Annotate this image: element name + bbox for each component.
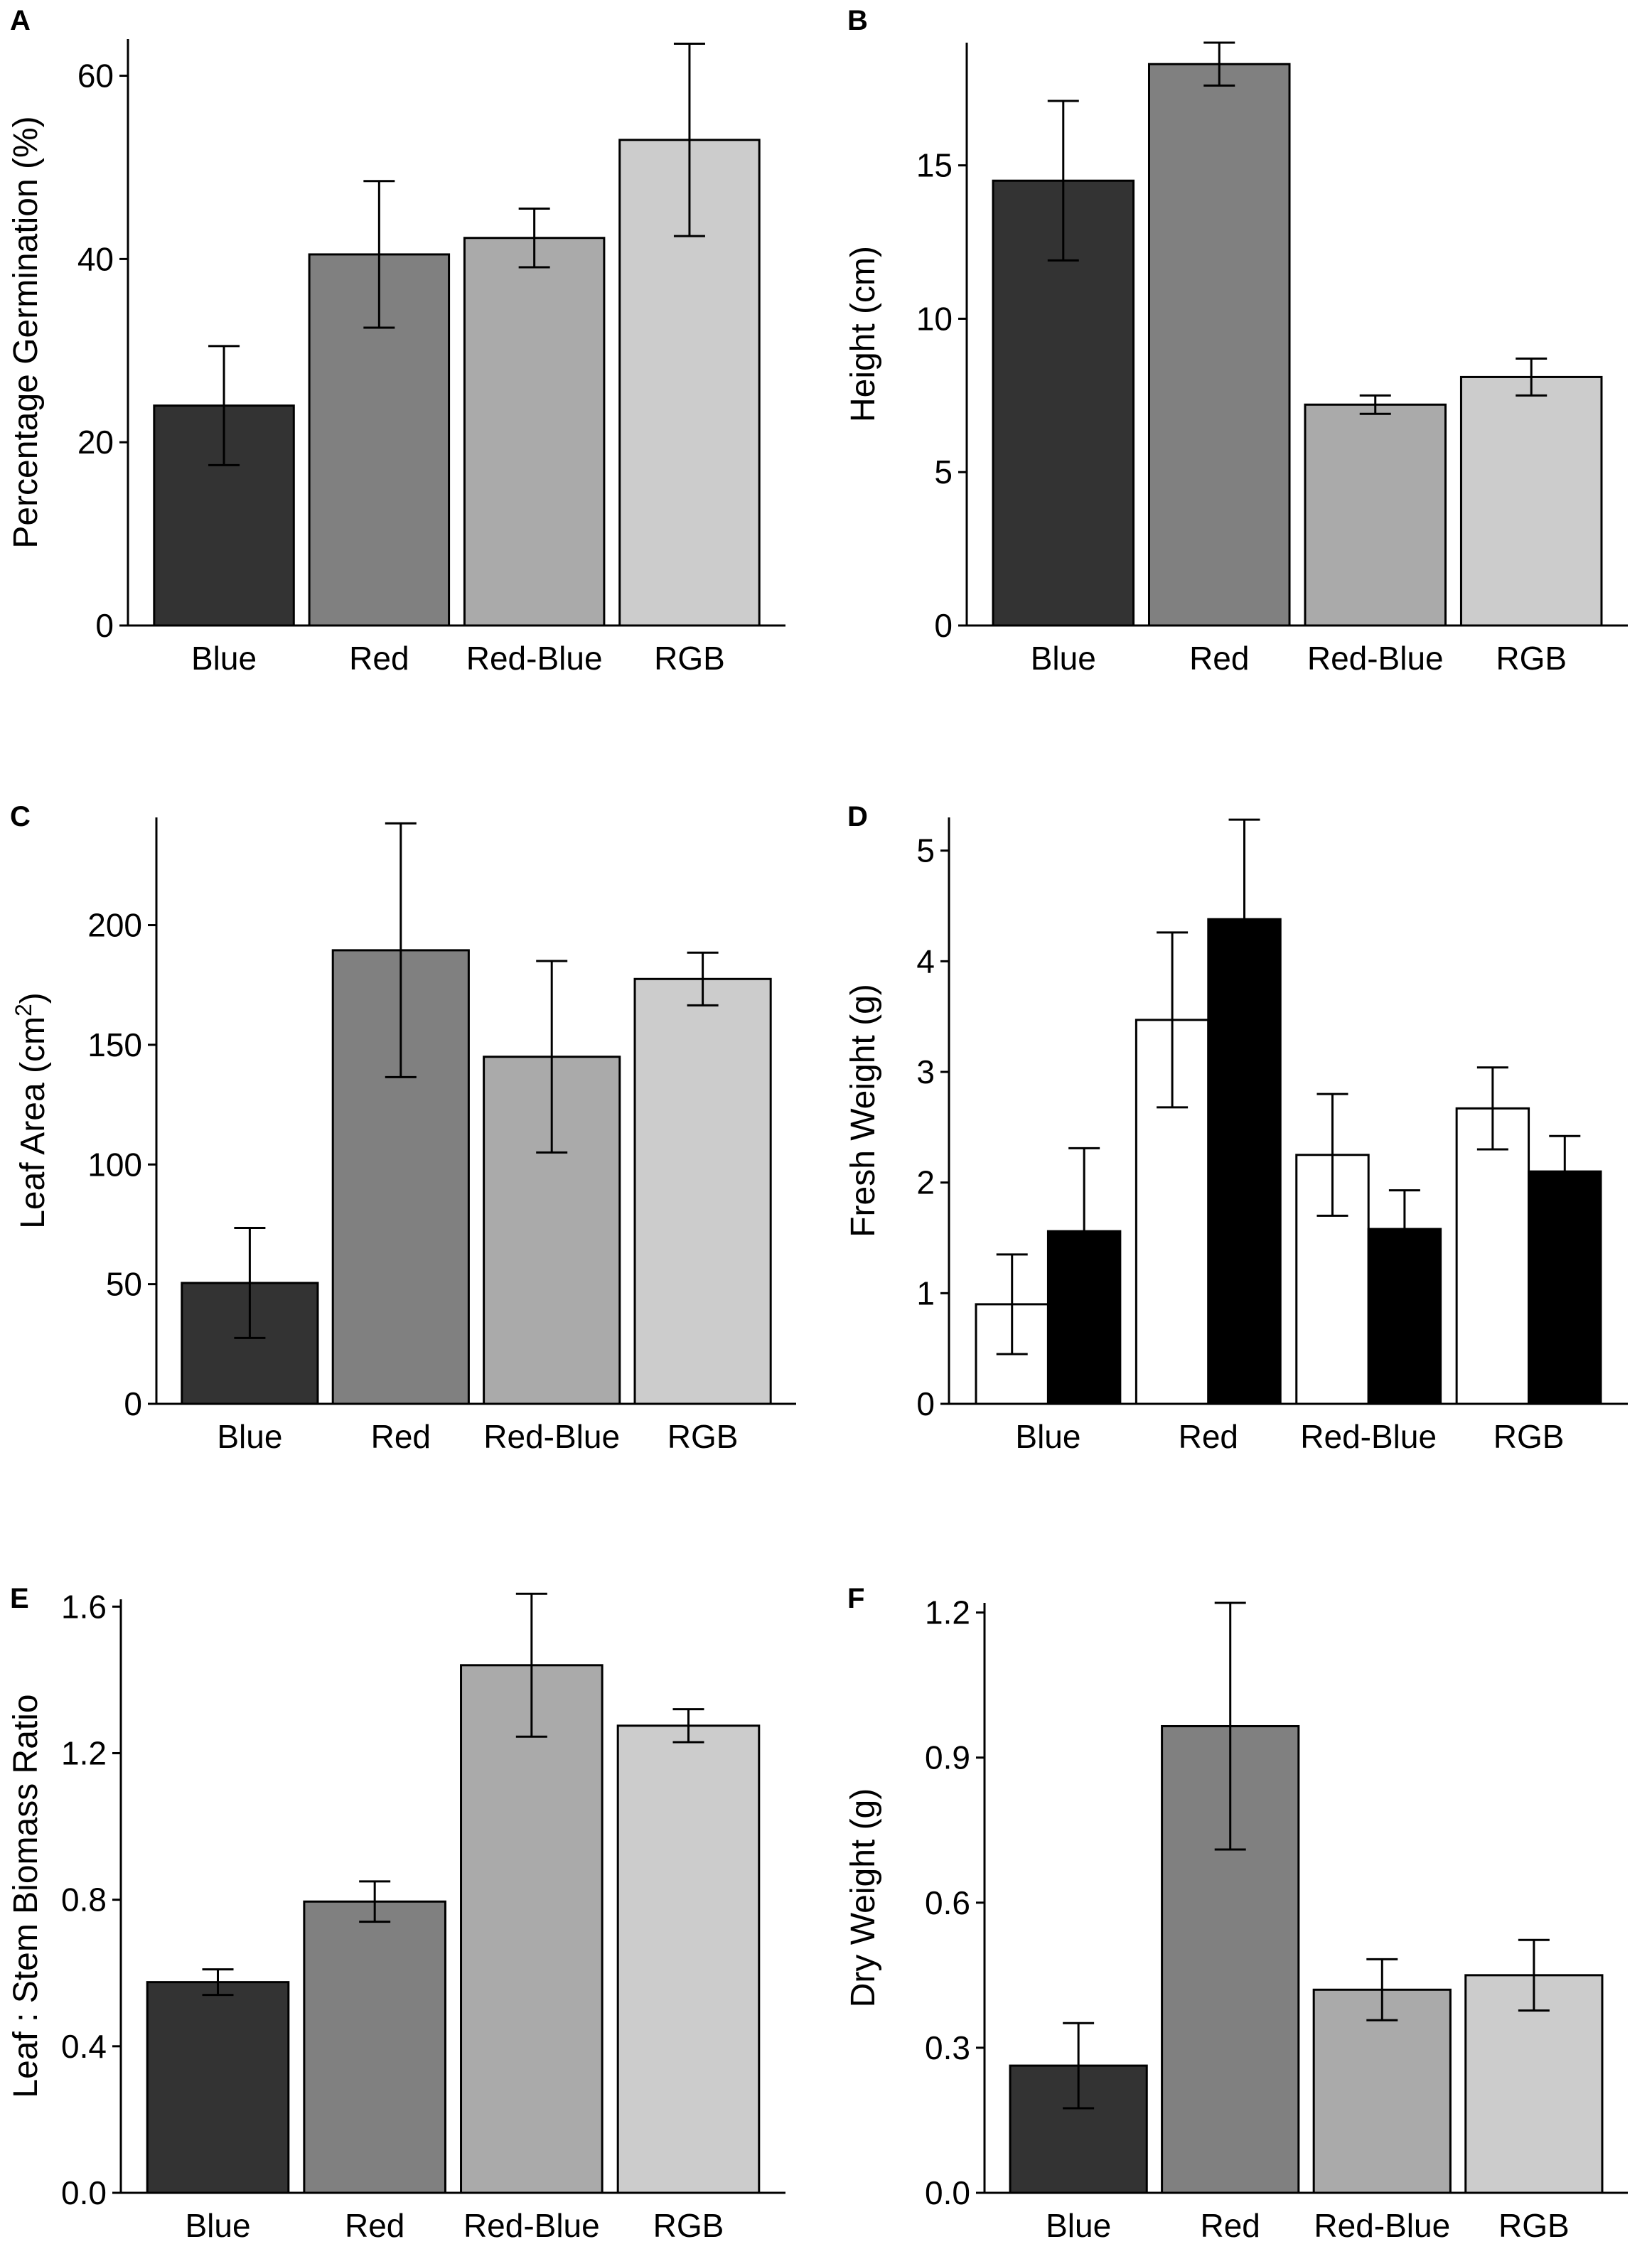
x-tick-label: RGB	[1493, 1418, 1565, 1455]
x-tick-label: Red	[345, 2207, 404, 2244]
y-tick-label: 0	[934, 607, 953, 644]
y-axis-title-text: Height (cm)	[844, 246, 882, 422]
bar-red-blue	[1312, 1988, 1452, 2194]
x-tick-label: Blue	[1031, 640, 1096, 677]
y-tick-label: 0.0	[925, 2174, 970, 2211]
x-tick-label: Blue	[217, 1418, 282, 1455]
y-tick-label: 100	[87, 1146, 142, 1183]
panel-e: E 0.0 0.4 0.8 1.2 1.6 Leaf : Stem Biomass Rati…	[7, 1583, 785, 2244]
panel-letter: B	[847, 5, 868, 36]
y-tick-label: 200	[87, 907, 142, 944]
y-axis-title-text: Percentage Germination (%)	[7, 116, 45, 548]
y-axis-title: Fresh Weight (g)	[844, 984, 882, 1238]
y-tick-label: 1	[916, 1274, 935, 1311]
y-axis-title-text: Fresh Weight (g)	[844, 984, 882, 1238]
y-tick-label: 40	[77, 240, 114, 277]
x-tick-label: Red	[1189, 640, 1249, 677]
y-axis-title-end: )	[14, 992, 52, 1004]
y-tick-label: 0.6	[925, 1884, 970, 1921]
y-tick-label: 0	[916, 1385, 935, 1422]
panel-letter: F	[847, 1583, 864, 1614]
x-tick-label: Blue	[1015, 1418, 1080, 1455]
x-tick-label: Blue	[191, 640, 257, 677]
bar-red	[303, 1900, 446, 2194]
panel-letter: C	[10, 801, 31, 832]
x-tick-label: Red	[1201, 2207, 1260, 2244]
y-tick-label: 0	[124, 1385, 142, 1422]
y-tick-label: 5	[934, 453, 953, 490]
y-tick-label: 15	[916, 147, 953, 184]
panel-d: D 0 1 2 3 4 5 Fresh Weight (g) Blue Red Red-Blue RG…	[844, 801, 1628, 1455]
panel-c: C 0 50 100 150 200 Leaf Area (cm2) Blue Red Red-B…	[10, 801, 796, 1455]
panel-b: B 0 5 10 15 Height (cm) Blue Red Red-Blue RGB	[844, 5, 1628, 677]
panel-letter: D	[847, 801, 868, 832]
bar-blue	[146, 1981, 290, 2194]
y-axis-title: Height (cm)	[844, 246, 882, 422]
x-tick-label: Red	[371, 1418, 431, 1455]
x-tick-label: Blue	[185, 2207, 250, 2244]
bar-rgb	[1459, 375, 1603, 627]
y-tick-label: 4	[916, 943, 935, 979]
y-axis-title: Leaf Area (cm2)	[11, 992, 52, 1229]
x-tick-label: Red-Blue	[1300, 1418, 1437, 1455]
y-tick-label: 1.2	[925, 1594, 970, 1631]
x-tick-label: Red	[349, 640, 409, 677]
y-tick-label: 150	[87, 1026, 142, 1063]
y-tick-label: 0.3	[925, 2029, 970, 2066]
bar-rgb-s1	[1455, 1107, 1530, 1405]
y-tick-label: 0.9	[925, 1739, 970, 1776]
y-axis-title-text: Leaf Area (cm	[14, 1016, 52, 1229]
y-tick-label: 10	[916, 300, 953, 337]
bar-rgb-s2	[1528, 1170, 1602, 1405]
x-tick-label: RGB	[654, 640, 725, 677]
bar-rgb	[633, 977, 772, 1405]
y-tick-label: 0.0	[61, 2174, 107, 2211]
panel-f: F 0.0 0.3 0.6 0.9 1.2 Dry Weight (g) Blue Red Red…	[844, 1583, 1628, 2244]
y-tick-label: 0.8	[61, 1881, 107, 1918]
y-tick-label: 60	[77, 58, 114, 95]
bar-rgb	[616, 1724, 761, 2194]
x-tick-label: Red-Blue	[1307, 640, 1444, 677]
y-axis-title-superscript: 2	[11, 1004, 36, 1016]
bar-red	[1147, 63, 1291, 627]
y-tick-label: 1.6	[61, 1588, 107, 1625]
bar-red-blue	[463, 237, 606, 627]
x-tick-label: RGB	[1496, 640, 1567, 677]
x-tick-label: RGB	[653, 2207, 724, 2244]
x-tick-label: RGB	[1498, 2207, 1570, 2244]
panel-a: A 0 20 40 60 Percentage Germination (%) Blue Re…	[7, 5, 785, 677]
y-axis-title: Percentage Germination (%)	[7, 116, 45, 548]
panel-letter: E	[10, 1583, 29, 1614]
y-tick-label: 0.4	[61, 2028, 107, 2065]
bar-red-blue	[460, 1664, 604, 2194]
x-tick-label: Red-Blue	[1314, 2207, 1450, 2244]
y-tick-label: 3	[916, 1053, 935, 1090]
y-axis-title: Leaf : Stem Biomass Ratio	[7, 1694, 45, 2098]
x-tick-label: RGB	[667, 1418, 739, 1455]
y-tick-label: 0	[95, 607, 114, 644]
x-tick-label: Red-Blue	[466, 640, 603, 677]
x-tick-label: Red-Blue	[463, 2207, 600, 2244]
bar-red-blue	[1304, 403, 1447, 627]
x-tick-label: Red	[1179, 1418, 1238, 1455]
panel-letter: A	[10, 5, 31, 36]
y-tick-label: 20	[77, 424, 114, 461]
y-axis-title-text: Dry Weight (g)	[844, 1788, 882, 2008]
y-tick-label: 2	[916, 1164, 935, 1201]
x-tick-label: Blue	[1046, 2207, 1111, 2244]
y-axis-title-text: Leaf : Stem Biomass Ratio	[7, 1694, 45, 2098]
x-tick-label: Red-Blue	[483, 1418, 620, 1455]
y-axis-title: Dry Weight (g)	[844, 1788, 882, 2008]
y-tick-label: 50	[106, 1266, 142, 1303]
y-tick-label: 5	[916, 832, 935, 869]
y-tick-label: 1.2	[61, 1734, 107, 1771]
